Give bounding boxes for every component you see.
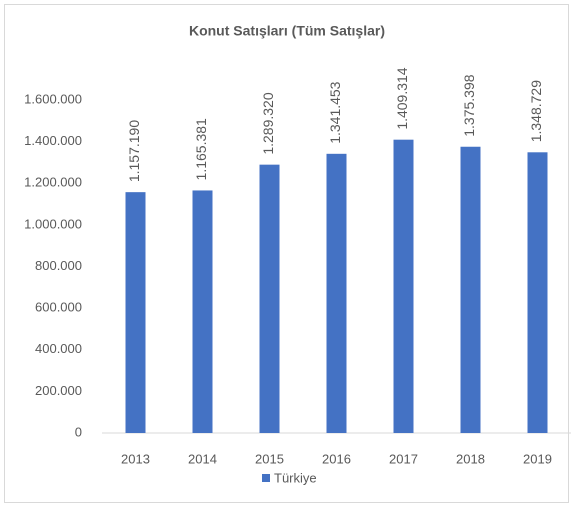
bar [527, 152, 548, 433]
bar [393, 139, 414, 433]
bar [460, 146, 481, 433]
x-tick-label: 2017 [389, 451, 418, 466]
bar [326, 153, 347, 433]
y-tick-label: 0 [75, 424, 82, 439]
legend-swatch [262, 474, 270, 482]
y-tick-label: 1.200.000 [24, 175, 82, 190]
bar [125, 192, 146, 433]
legend-label: Türkiye [274, 470, 317, 485]
bar [259, 164, 280, 433]
x-tick-label: 2015 [255, 451, 284, 466]
data-label: 1.409.314 [394, 67, 410, 129]
chart-frame [4, 4, 569, 503]
x-tick-label: 2014 [188, 451, 217, 466]
data-label: 1.289.320 [260, 92, 276, 154]
data-label: 1.165.381 [193, 118, 209, 180]
data-label: 1.157.190 [126, 120, 142, 182]
y-tick-label: 200.000 [35, 383, 82, 398]
y-tick-label: 1.000.000 [24, 216, 82, 231]
x-tick-label: 2016 [322, 451, 351, 466]
x-tick-label: 2018 [456, 451, 485, 466]
chart-title: Konut Satışları (Tüm Satışlar) [189, 23, 385, 39]
y-tick-label: 400.000 [35, 341, 82, 356]
bar [192, 190, 213, 433]
y-tick-label: 1.400.000 [24, 133, 82, 148]
y-tick-label: 600.000 [35, 300, 82, 315]
x-tick-label: 2019 [523, 451, 552, 466]
y-tick-label: 800.000 [35, 258, 82, 273]
x-tick-label: 2013 [121, 451, 150, 466]
data-label: 1.341.453 [327, 81, 343, 143]
data-label: 1.375.398 [461, 74, 477, 136]
data-label: 1.348.729 [528, 80, 544, 142]
y-tick-label: 1.600.000 [24, 91, 82, 106]
